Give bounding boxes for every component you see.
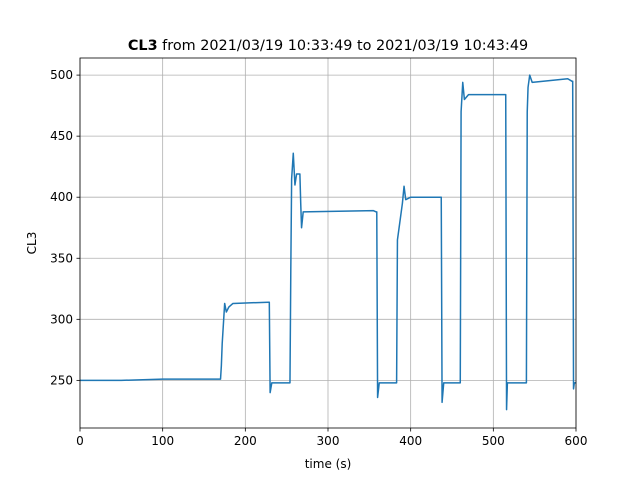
y-tick-label: 450	[50, 129, 73, 143]
y-tick-label: 400	[50, 190, 73, 204]
x-tick-label: 300	[317, 434, 340, 448]
x-tick-label: 200	[234, 434, 257, 448]
x-tick-label: 100	[151, 434, 174, 448]
x-tick-label: 600	[565, 434, 588, 448]
ticks: 0 100 200 300 400 500 600 250 300 350 400 450 500	[50, 68, 587, 448]
data-line	[80, 74, 576, 411]
x-axis-label: time (s)	[305, 457, 352, 471]
y-axis-label: CL3	[25, 232, 39, 255]
x-tick-label: 0	[76, 434, 84, 448]
title-bold: CL3	[128, 38, 158, 54]
x-tick-label: 400	[399, 434, 422, 448]
y-tick-label: 350	[50, 251, 73, 265]
y-tick-label: 300	[50, 312, 73, 326]
grid	[79, 58, 577, 428]
title-rest: from 2021/03/19 10:33:49 to 2021/03/19 1…	[162, 38, 528, 54]
y-tick-label: 500	[50, 68, 73, 82]
plot	[80, 74, 576, 411]
x-tick-label: 500	[482, 434, 505, 448]
y-tick-label: 250	[50, 373, 73, 387]
chart-title: CL3 from 2021/03/19 10:33:49 to 2021/03/…	[128, 38, 528, 54]
